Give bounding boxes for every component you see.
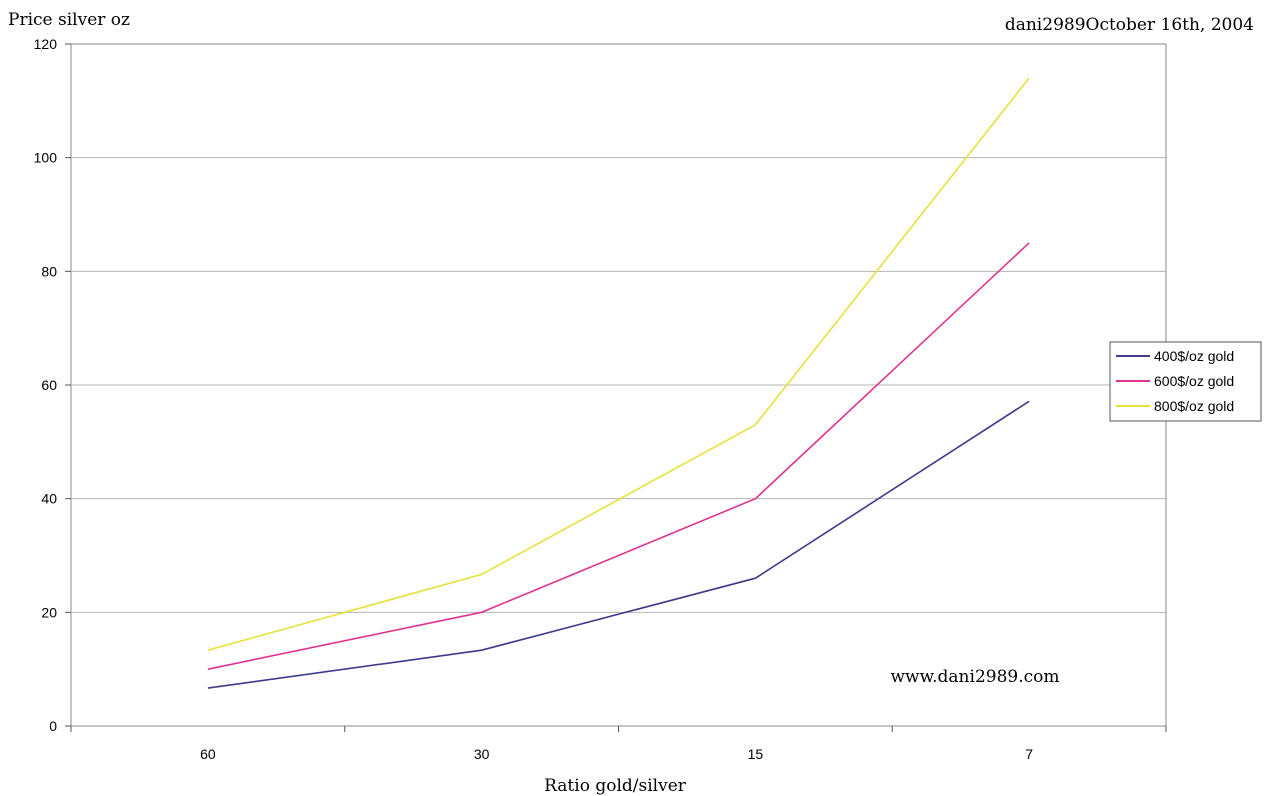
legend: 400$/oz gold 600$/oz gold 800$/oz gold [1109, 341, 1262, 422]
y-tick-label: 0 [49, 718, 57, 734]
legend-label: 800$/oz gold [1154, 398, 1234, 414]
x-tick-label: 30 [474, 746, 490, 762]
y-axis-ticks: 0 20 40 60 80 100 120 [34, 36, 71, 734]
header-note: dani2989October 16th, 2004 [1005, 15, 1254, 35]
legend-label: 400$/oz gold [1154, 348, 1234, 364]
y-tick-label: 60 [41, 377, 57, 393]
x-tick-label: 15 [748, 746, 764, 762]
series-lines [207, 77, 1030, 689]
legend-label: 600$/oz gold [1154, 373, 1234, 389]
y-tick-label: 120 [34, 36, 58, 52]
y-tick-label: 20 [41, 604, 57, 620]
x-tick-label: 60 [200, 746, 216, 762]
y-tick-label: 80 [41, 263, 57, 279]
series-line-2 [207, 242, 1030, 670]
y-tick-label: 100 [34, 150, 58, 166]
series-line-3 [207, 77, 1030, 651]
series-line-1 [207, 400, 1030, 689]
x-axis-title: Ratio gold/silver [544, 776, 687, 796]
x-axis-ticks: 60 30 15 7 [70, 726, 1167, 762]
y-axis-title: Price silver oz [8, 10, 130, 30]
x-tick-label: 7 [1025, 746, 1033, 762]
watermark-text: www.dani2989.com [891, 667, 1060, 687]
y-tick-label: 40 [41, 491, 57, 507]
gridlines [71, 157, 1166, 613]
